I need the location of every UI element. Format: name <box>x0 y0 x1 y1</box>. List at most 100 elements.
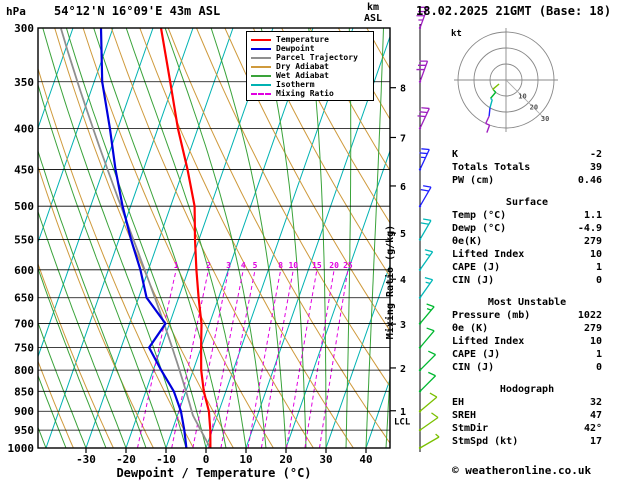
legend-swatch <box>251 38 271 41</box>
km-tick-label: 4 <box>400 275 406 286</box>
pressure-tick-label: 500 <box>14 200 34 213</box>
panel-row-value: 10 <box>589 336 602 347</box>
x-tick-label: -30 <box>76 453 96 466</box>
panel-row-label: EH <box>452 397 465 408</box>
panel-row-label: θe (K) <box>452 323 489 334</box>
panel-row-label: StmSpd (kt) <box>452 436 519 447</box>
km-tick-label: 8 <box>400 84 406 95</box>
pressure-axis-labels: 300 350 400 450 500 550 600 650 700 750 800 850 900 9… <box>8 22 35 455</box>
hodograph-trace-segment <box>489 99 493 108</box>
panel-row-value: 1.1 <box>583 210 602 221</box>
panel-row: EH 32 <box>452 396 602 409</box>
panel-row: Temp (°C) 1.1 <box>452 209 602 222</box>
legend-item: Parcel Trajectory <box>251 53 369 62</box>
panel-row-value: 0 <box>595 362 602 373</box>
km-tick-label: 3 <box>400 320 406 331</box>
legend-item: Dry Adiabat <box>251 62 369 71</box>
panel-row-label: Lifted Index <box>452 336 525 347</box>
panel-row: CIN (J) 0 <box>452 361 602 374</box>
panel-row-value: 39 <box>589 162 602 173</box>
plot-border <box>37 27 391 449</box>
pressure-tick-label: 1000 <box>8 442 35 455</box>
panel-row: SREH 47 <box>452 409 602 422</box>
km-tick-label: 5 <box>400 229 406 240</box>
x-tick-label: -20 <box>116 453 136 466</box>
mixing-ratio-value-label: 8 <box>278 261 283 270</box>
pressure-tick-label: 550 <box>14 233 34 246</box>
panel-row-value: 42° <box>583 423 602 434</box>
copyright: © weatheronline.co.uk <box>452 464 592 477</box>
panel-row-value: 10 <box>589 249 602 260</box>
panel-row-label: CAPE (J) <box>452 262 501 273</box>
panel-section-header: Most Unstable <box>487 297 567 308</box>
panel-row-label: K <box>452 149 459 160</box>
hodograph-unit-label: kt <box>451 29 462 39</box>
km-tick-label: 1 <box>400 407 406 418</box>
legend-item: Wet Adiabat <box>251 71 369 80</box>
hodograph-ring-label: 20 <box>530 104 538 112</box>
hodograph-trace-segment <box>488 107 491 117</box>
wind-barb-column <box>416 6 440 452</box>
panel-row-value: 47 <box>589 410 602 421</box>
mixing-ratio-value-label: 1 <box>174 261 179 270</box>
sounding-curves <box>60 28 212 448</box>
pressure-tick-label: 800 <box>14 364 34 377</box>
pressure-tick-label: 450 <box>14 163 34 176</box>
hodograph-trace-segment <box>493 89 496 92</box>
panel-row: CIN (J) 0 <box>452 274 602 287</box>
panel-row-label: Dewp (°C) <box>452 223 507 234</box>
legend-label: Isotherm <box>276 80 315 89</box>
station-title: 54°12'N 16°09'E 43m ASL <box>54 4 221 18</box>
km-tick-label: 7 <box>400 133 406 144</box>
panel-row: θe (K) 279 <box>452 322 602 335</box>
km-axis-unit: km <box>366 2 380 13</box>
legend-label: Temperature <box>276 35 329 44</box>
legend-item: Temperature <box>251 35 369 44</box>
panel-row: StmSpd (kt) 17 <box>452 435 602 448</box>
pressure-tick-label: 700 <box>14 318 34 331</box>
hodograph-trace-segment <box>494 90 497 93</box>
mixing-ratio-axis-label: Mixing Ratio (g/kg) <box>384 225 396 339</box>
mixing-ratio-value-label: 4 <box>241 261 246 270</box>
legend-swatch <box>251 83 271 86</box>
x-tick-label: 0 <box>203 453 210 466</box>
panel-row-label: θe(K) <box>452 236 483 247</box>
panel-row-label: CAPE (J) <box>452 349 501 360</box>
panel-row-value: 1 <box>595 262 602 273</box>
panel-row: Lifted Index 10 <box>452 335 602 348</box>
panel-section-header: Hodograph <box>499 384 555 395</box>
x-tick-label: 30 <box>319 453 332 466</box>
panel-row-value: 0.46 <box>577 175 602 186</box>
panel-row-label: SREH <box>452 410 477 421</box>
panel-row-value: 17 <box>589 436 602 447</box>
legend-swatch <box>251 65 271 68</box>
panel-row: CAPE (J) 1 <box>452 261 602 274</box>
mixing-ratio-value-label: 3 <box>226 261 231 270</box>
legend-swatch <box>251 92 271 95</box>
legend-label: Dry Adiabat <box>276 62 329 71</box>
x-axis-label: Dewpoint / Temperature (°C) <box>116 466 312 480</box>
panel-row: Pressure (mb) 1022 <box>452 309 602 322</box>
panel-section-header: Surface <box>505 197 549 208</box>
hodograph-trace-segment <box>490 91 497 99</box>
mixing-ratio-value-label: 20 <box>329 261 339 270</box>
legend-swatch <box>251 56 271 59</box>
panel-row-label: Temp (°C) <box>452 210 507 221</box>
legend: Temperature Dewpoint Parcel Trajectory Dry … <box>246 31 374 101</box>
legend-item: Mixing Ratio <box>251 89 369 98</box>
hodograph-trace-segment <box>486 124 491 133</box>
panel-row-value: 32 <box>589 397 602 408</box>
legend-label: Dewpoint <box>276 44 315 53</box>
panel-row: Lifted Index 10 <box>452 248 602 261</box>
hodograph-trace-segment <box>492 88 495 91</box>
hodograph-trace-segment <box>490 97 493 101</box>
panel-row: StmDir 42° <box>452 422 602 435</box>
panel-row-label: CIN (J) <box>452 275 495 286</box>
km-tick-label: 2 <box>400 364 406 375</box>
pressure-tick-label: 600 <box>14 264 34 277</box>
panel-row: θe(K) 279 <box>452 235 602 248</box>
pressure-unit-label: hPa <box>6 5 26 18</box>
panel-row: CAPE (J) 1 <box>452 348 602 361</box>
